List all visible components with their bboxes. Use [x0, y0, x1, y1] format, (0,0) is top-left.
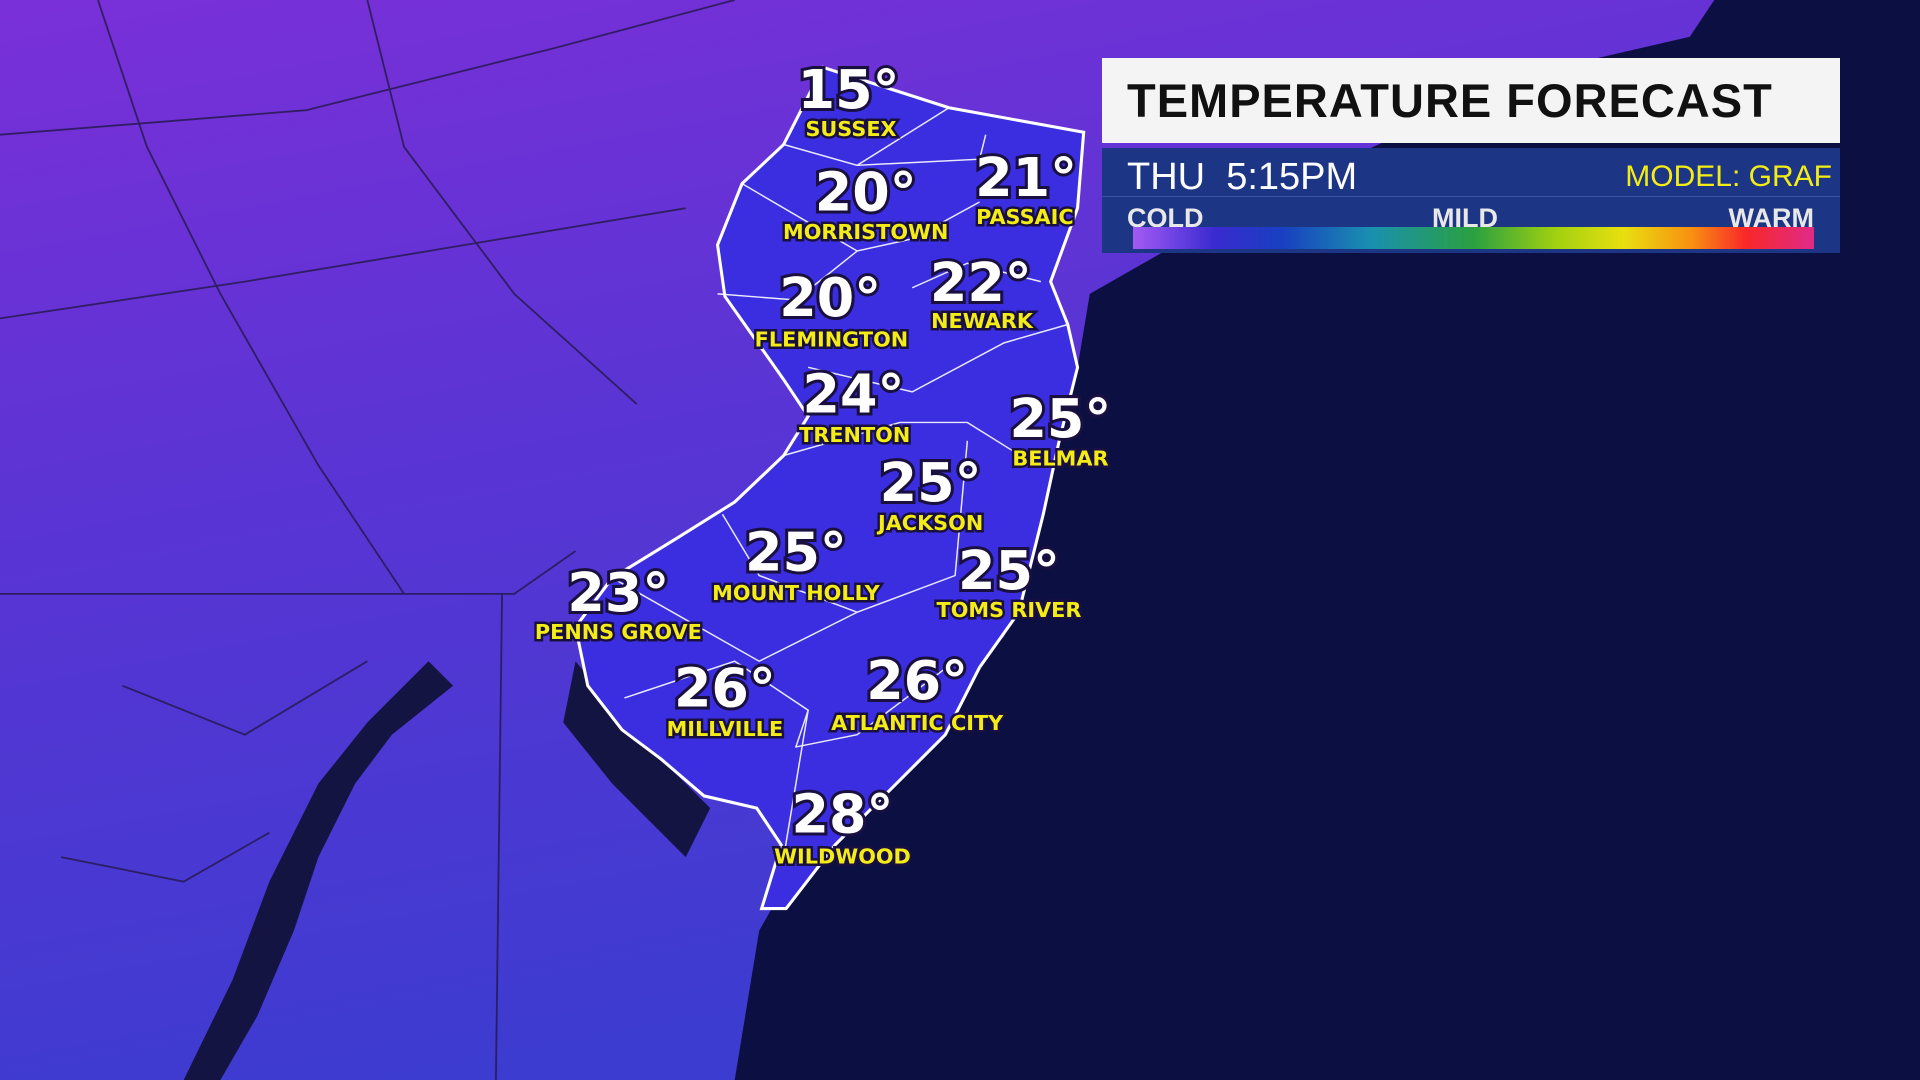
city-temperature: 24° [803, 363, 905, 426]
city-marker: 23°PENNS GROVE [532, 558, 704, 647]
city-name: TOMS RIVER [937, 598, 1082, 622]
city-marker: 25°TOMS RIVER [934, 536, 1084, 625]
new-jersey [573, 65, 1086, 911]
city-marker: 20°MORRISTOWN [781, 158, 951, 247]
city-marker: 20°FLEMINGTON [752, 263, 910, 354]
city-temperature: 23° [567, 561, 669, 624]
city-temperature: 25° [745, 521, 847, 584]
city-labels: 15°SUSSEX20°MORRISTOWN21°PASSAIC20°FLEMI… [532, 55, 1114, 871]
county-borders [0, 0, 735, 1080]
city-name: PASSAIC [976, 205, 1074, 229]
city-marker: 26°MILLVILLE [664, 653, 786, 743]
city-name: NEWARK [931, 309, 1034, 333]
city-name: SUSSEX [805, 117, 896, 141]
city-temperature: 28° [792, 783, 894, 846]
city-temperature: 26° [866, 649, 968, 712]
delaware-bay [563, 661, 711, 858]
city-temperature: 20° [779, 266, 881, 329]
city-marker: 28°WILDWOOD [772, 780, 914, 871]
city-name: MILLVILLE [667, 717, 784, 741]
city-marker: 22°NEWARK [927, 248, 1036, 335]
city-temperature: 20° [815, 161, 917, 224]
city-marker: 25°MOUNT HOLLY [710, 518, 883, 608]
city-marker: 26°ATLANTIC CITY [829, 646, 1007, 737]
city-temperature: 22° [930, 251, 1032, 314]
city-name: ATLANTIC CITY [831, 711, 1004, 735]
city-temperature: 25° [1009, 387, 1111, 450]
city-name: JACKSON [876, 511, 983, 535]
city-marker: 21°PASSAIC [972, 143, 1080, 232]
city-temperature: 25° [880, 451, 982, 514]
city-name: MOUNT HOLLY [712, 581, 880, 605]
info-box: THU 5:15PM MODEL: GRAF COLD MILD WARM [1102, 148, 1840, 253]
city-name: PENNS GROVE [535, 620, 702, 644]
city-marker: 15°SUSSEX [795, 55, 903, 144]
panel-title: TEMPERATURE FORECAST [1127, 74, 1773, 127]
title-box: TEMPERATURE FORECAST [1102, 58, 1840, 143]
city-temperature: 21° [975, 146, 1077, 209]
model-label: MODEL: GRAF [1625, 160, 1832, 193]
city-marker: 24°TRENTON [797, 360, 913, 450]
nj-county-borders [611, 107, 1068, 858]
chesapeake-bay [183, 661, 454, 1080]
city-temperature: 25° [958, 539, 1060, 602]
city-marker: 25°JACKSON [874, 448, 986, 538]
forecast-panel: TEMPERATURE FORECAST THU 5:15PM MODEL: G… [1102, 58, 1840, 253]
city-temperature: 15° [798, 58, 900, 121]
forecast-time: THU 5:15PM [1127, 156, 1358, 198]
city-marker: 25°BELMAR [1006, 384, 1114, 473]
color-scale-bar [1133, 227, 1814, 249]
city-name: MORRISTOWN [783, 220, 948, 244]
temperature-scale: COLD MILD WARM [1102, 196, 1840, 253]
city-name: FLEMINGTON [755, 328, 908, 352]
city-name: WILDWOOD [774, 844, 911, 868]
city-name: BELMAR [1012, 446, 1108, 470]
city-name: TRENTON [799, 423, 910, 447]
city-temperature: 26° [674, 657, 776, 720]
